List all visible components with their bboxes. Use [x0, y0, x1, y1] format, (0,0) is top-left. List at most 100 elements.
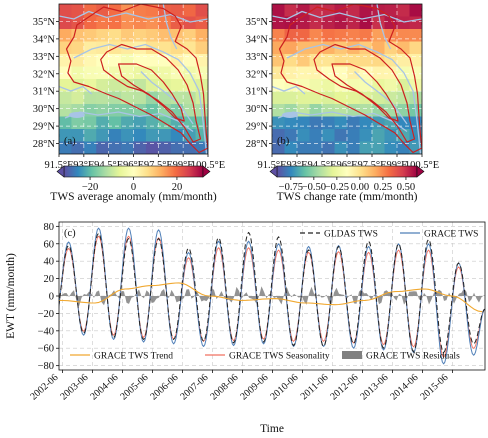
heatmap-cell	[108, 141, 122, 154]
heatmap-cell	[195, 91, 208, 105]
river-line	[64, 111, 194, 133]
heatmap-cell	[108, 91, 122, 105]
heatmap-cell	[83, 116, 97, 130]
x-tick-label: 2013-06	[358, 372, 390, 402]
heatmap-cell	[309, 54, 323, 68]
panel-label-c: (c)	[64, 228, 76, 239]
lat-tick-label: 35°N	[33, 17, 56, 28]
heatmap-cell	[359, 79, 373, 93]
heatmap-cell	[59, 129, 73, 143]
lat-tick-label: 29°N	[246, 122, 269, 133]
heatmap-cell	[409, 4, 422, 18]
heatmap-cell	[397, 54, 411, 68]
colorbar-tick-label: 0.50	[397, 182, 415, 193]
heatmap-cell	[59, 91, 73, 105]
lon-tick-label: 100.5°E	[191, 160, 225, 171]
heatmap-cell	[284, 66, 298, 80]
heatmap-cell	[71, 129, 85, 143]
legend-entry: GRACE TWS Seasonality	[229, 352, 330, 362]
colorbar-tick-label: 0.00	[351, 182, 369, 193]
lat-tick-label: 31°N	[33, 87, 56, 98]
river-line	[354, 71, 408, 125]
heatmap-cell	[133, 41, 147, 55]
lon-tick-label: 96°E	[123, 160, 144, 171]
heatmap-cell	[322, 54, 336, 68]
heatmap-cell	[96, 16, 110, 30]
lat-tick-label: 30°N	[246, 104, 269, 115]
lat-tick-label: 31°N	[246, 87, 269, 98]
heatmap-cell	[133, 91, 147, 105]
heatmap-cell	[145, 79, 159, 93]
rivers-b	[272, 4, 422, 154]
colorbar-tick-label: 0.25	[374, 182, 392, 193]
x-tick-label: 2007-06	[178, 372, 210, 402]
rivers-a	[59, 4, 208, 154]
heatmap-cell	[397, 29, 411, 43]
heatmap-cell	[284, 29, 298, 43]
heatmap-cell	[322, 141, 336, 154]
heatmap-cell	[108, 79, 122, 93]
colorbar-gradient	[276, 165, 418, 178]
colorbar-label-a: TWS average anomaly (mm/month)	[50, 191, 217, 203]
heatmap-cell	[158, 54, 172, 68]
y-tick-label: −80	[38, 361, 54, 372]
heatmap-cell	[108, 29, 122, 43]
x-tick-label: 2004-06	[88, 372, 120, 402]
x-tick-label: 2005-06	[118, 372, 150, 402]
lat-ticks-b: 35°N 34°N 33°N 32°N 31°N 30°N 29°N 28°N	[246, 17, 272, 150]
heatmap-cell	[145, 66, 159, 80]
y-tick-label: −20	[38, 309, 54, 320]
heatmap-cell	[359, 54, 373, 68]
lon-tick-label: 99°E	[173, 160, 194, 171]
map-gridlines-a	[59, 4, 208, 154]
lon-tick-label: 91.5°E	[258, 160, 287, 171]
basin-boundary-a	[65, 4, 208, 154]
heatmap-cell	[59, 79, 73, 93]
x-tick-label: 2015-06	[418, 372, 450, 402]
heatmap-cell	[108, 54, 122, 68]
heatmap-cell	[83, 29, 97, 43]
heatmap-cell	[322, 79, 336, 93]
heatmap-cell	[322, 91, 336, 105]
heatmap-cell	[108, 104, 122, 118]
heatmap-cell	[145, 54, 159, 68]
basin-boundary-b	[278, 4, 422, 154]
heatmap-cell	[183, 16, 197, 30]
heatmap-cell	[195, 141, 208, 154]
river-line	[140, 71, 194, 125]
basin-boundary-line	[278, 4, 422, 154]
lon-tick-label: 93°E	[286, 160, 307, 171]
heatmap-cell	[322, 104, 336, 118]
y-tick-label: 40	[44, 257, 55, 268]
y-tick-label: 60	[44, 239, 55, 250]
heatmap-cell	[372, 129, 386, 143]
heatmap-cell	[96, 129, 110, 143]
heatmap-cell	[133, 66, 147, 80]
heatmap-cell	[272, 79, 286, 93]
y-tick-label: −60	[38, 344, 54, 355]
heatmap-cell	[359, 141, 373, 154]
panel-label-a: (a)	[64, 136, 76, 147]
heatmap-cell	[108, 16, 122, 30]
heatmap-cell	[71, 141, 85, 154]
heatmap-cell	[272, 29, 286, 43]
river-line	[162, 4, 178, 50]
basin-boundary-line	[118, 63, 185, 122]
river-line	[59, 10, 208, 23]
heatmap-cell	[397, 16, 411, 30]
heatmap-cell	[297, 91, 311, 105]
heatmap-cell	[96, 141, 110, 154]
heatmap-cell	[170, 66, 184, 80]
heatmap-cell	[71, 116, 85, 130]
x-tick-label: 2011-06	[299, 372, 331, 402]
heatmap-cell	[359, 16, 373, 30]
basin-boundary-line	[65, 4, 208, 154]
heatmap-cell	[284, 91, 298, 105]
heatmap-cell	[183, 54, 197, 68]
heatmap-cell	[284, 41, 298, 55]
lon-tick-label: 94.5°E	[94, 160, 123, 171]
heatmap-cell	[83, 16, 97, 30]
map-gridlines-b	[272, 4, 422, 154]
heatmap-cell	[334, 54, 348, 68]
colorbar-tick-label: −0.50	[302, 182, 326, 193]
